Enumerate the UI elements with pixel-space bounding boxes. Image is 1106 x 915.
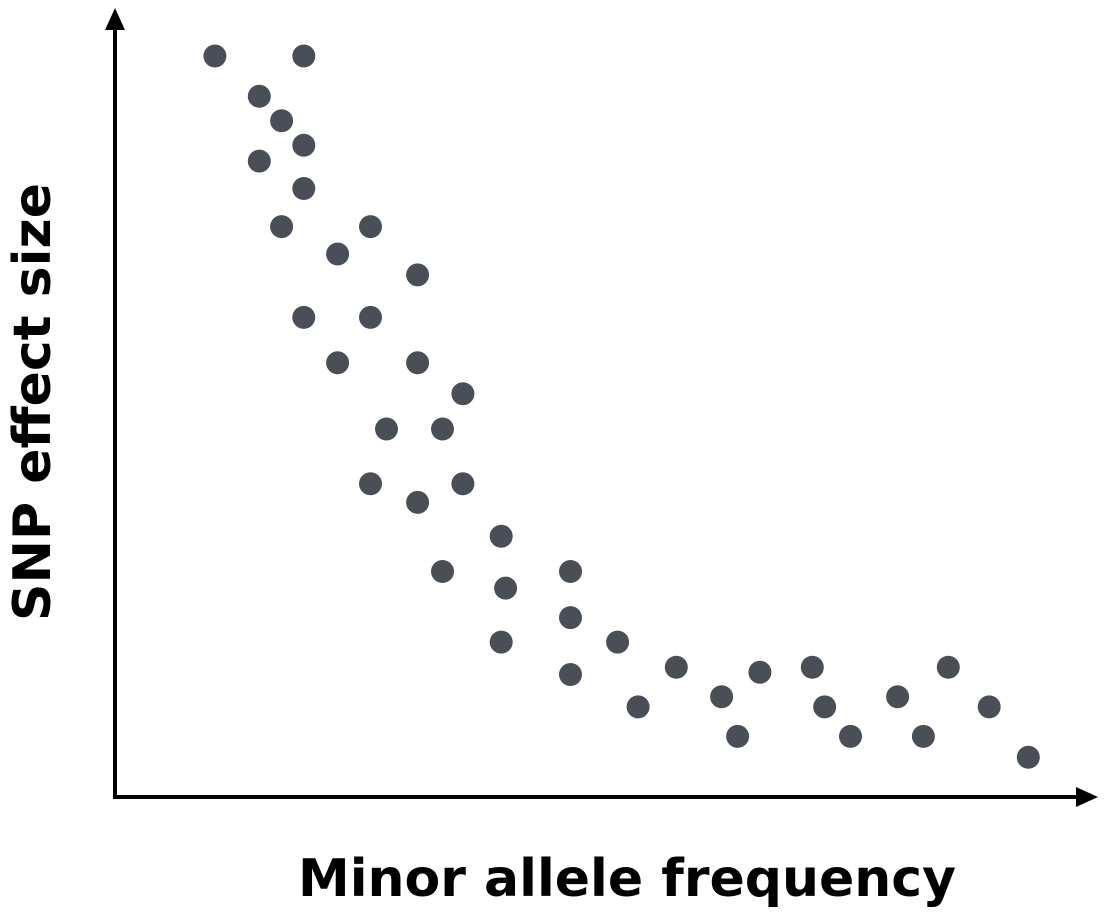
data-point <box>359 305 382 329</box>
data-point <box>626 695 650 719</box>
data-points <box>203 44 1040 769</box>
data-point <box>359 472 382 496</box>
data-point <box>247 84 271 108</box>
data-point <box>203 44 227 68</box>
data-point <box>911 724 935 748</box>
data-point <box>270 215 294 239</box>
data-point <box>406 490 430 514</box>
data-point <box>886 685 910 709</box>
data-point <box>494 576 518 600</box>
data-point <box>270 109 294 133</box>
data-point <box>489 524 513 548</box>
x-axis-label: Minor allele frequency <box>298 849 956 909</box>
data-point <box>326 351 350 375</box>
data-point <box>936 655 960 679</box>
data-point <box>664 655 688 679</box>
data-point <box>247 149 271 173</box>
data-point <box>431 560 454 583</box>
data-point <box>292 305 316 329</box>
data-point <box>748 660 772 684</box>
data-point <box>559 663 582 686</box>
data-point <box>726 724 750 748</box>
data-point <box>406 351 430 375</box>
data-point <box>451 472 475 496</box>
y-axis-label: SNP effect size <box>3 183 63 621</box>
data-point <box>431 417 454 441</box>
data-point <box>606 630 630 654</box>
data-point <box>813 695 837 719</box>
data-point <box>292 44 316 68</box>
data-point <box>406 263 430 287</box>
data-point <box>375 417 398 441</box>
data-point <box>977 695 1001 719</box>
data-point <box>1016 745 1040 769</box>
data-point <box>359 215 382 239</box>
x-axis-arrowhead <box>1076 787 1098 807</box>
data-point <box>559 560 582 583</box>
data-point <box>292 133 316 157</box>
data-point <box>800 655 824 679</box>
data-point <box>489 630 513 654</box>
data-point <box>326 242 350 266</box>
data-point <box>839 724 862 748</box>
data-point <box>710 685 734 709</box>
axes <box>105 8 1098 807</box>
y-axis-arrowhead <box>105 8 125 30</box>
data-point <box>292 177 316 200</box>
data-point <box>451 382 475 406</box>
data-point <box>559 606 582 630</box>
